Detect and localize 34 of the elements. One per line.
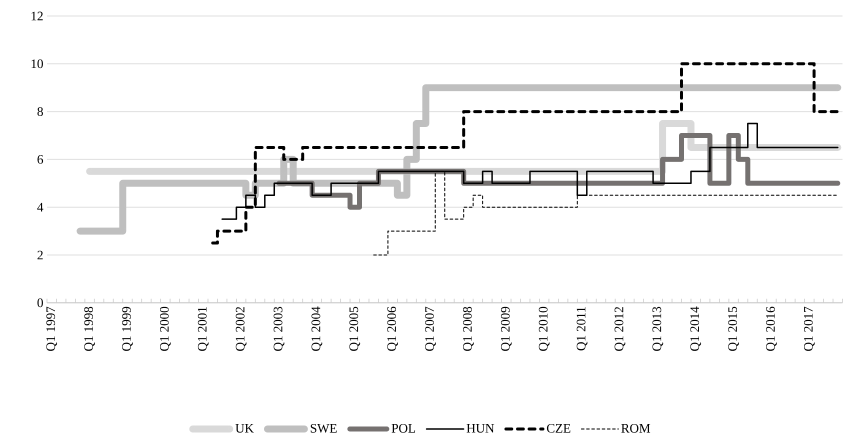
legend-label: UK	[235, 424, 254, 433]
x-tick-label: Q1 2011	[576, 307, 588, 351]
x-tick-label: Q1 2004	[312, 306, 322, 352]
legend-label: CZE	[546, 424, 570, 433]
legend-label: ROM	[621, 424, 650, 433]
x-tick-label: Q1 2014	[690, 306, 702, 352]
y-tick-label: 10	[32, 60, 43, 68]
legend-label: SWE	[310, 424, 337, 433]
x-tick-label: Q1 2005	[349, 307, 360, 352]
x-tick-label: Q1 2009	[500, 307, 512, 352]
x-tick-label: Q1 2012	[614, 307, 626, 352]
x-tick-label: Q1 2003	[274, 307, 284, 352]
x-tick-label: Q1 2000	[160, 306, 171, 352]
x-tick-label: Q1 1997	[46, 306, 58, 352]
y-tick-label: 2	[38, 250, 43, 260]
legend-label: HUN	[466, 424, 494, 433]
x-tick-label: Q1 1998	[84, 306, 95, 352]
y-tick-label: 4	[37, 203, 44, 212]
x-tick-label: Q1 2013	[652, 307, 664, 352]
y-tick-label: 0	[37, 298, 43, 308]
x-tick-label: Q1 2017	[804, 306, 815, 352]
x-tick-label: Q1 2002	[236, 307, 246, 352]
y-tick-label: 8	[37, 107, 43, 116]
x-tick-label: Q1 2010	[538, 306, 550, 352]
x-tick-label: Q1 2006	[387, 306, 398, 352]
x-tick-label: Q1 2016	[766, 306, 777, 352]
legend-label: POL	[392, 424, 416, 433]
x-tick-label: Q1 1999	[122, 307, 133, 352]
y-tick-label: 12	[32, 12, 43, 20]
x-tick-label: Q1 2008	[463, 306, 474, 352]
y-tick-label: 6	[38, 155, 44, 164]
x-tick-label: Q1 2007	[425, 306, 436, 352]
x-tick-label: Q1 2001	[198, 307, 209, 352]
x-tick-label: Q1 2015	[728, 307, 739, 352]
